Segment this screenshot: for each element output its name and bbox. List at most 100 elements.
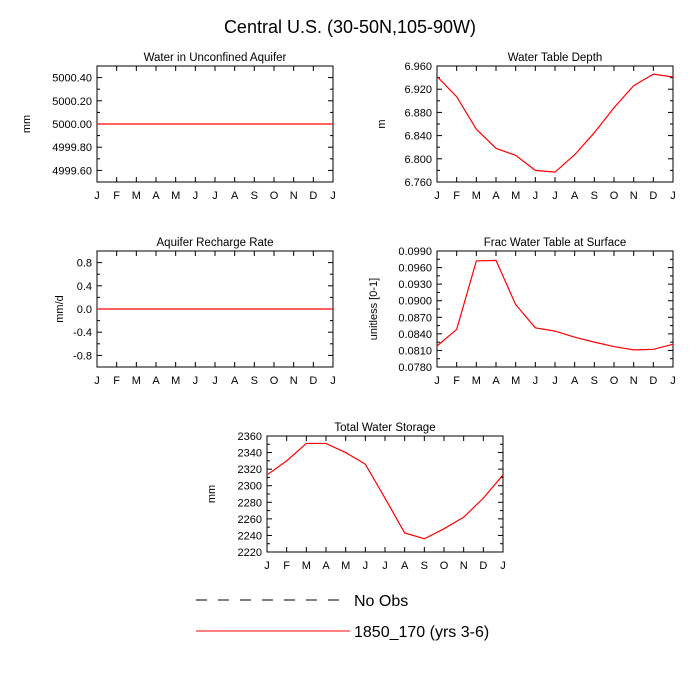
x-tick-label: J (670, 190, 676, 202)
x-tick-label: F (453, 375, 460, 387)
x-tick-label: F (113, 375, 120, 387)
y-tick-label: -0.8 (73, 350, 92, 362)
x-tick-label: S (591, 375, 598, 387)
x-tick-label: A (492, 375, 500, 387)
y-tick-label: 0.4 (77, 281, 92, 293)
y-tick-label: 0.0 (77, 304, 92, 316)
panel-title: Aquifer Recharge Rate (157, 237, 274, 249)
x-tick-label: D (649, 375, 657, 387)
x-tick-label: N (290, 375, 298, 387)
y-tick-label: 2280 (238, 497, 262, 509)
x-tick-label: M (302, 560, 311, 572)
x-tick-label: J (533, 190, 539, 202)
x-tick-label: M (472, 375, 481, 387)
x-tick-label: S (421, 560, 428, 572)
x-tick-label: D (479, 560, 487, 572)
x-tick-label: J (382, 560, 388, 572)
legend-label: 1850_170 (yrs 3-6) (354, 624, 489, 641)
x-tick-label: O (270, 375, 279, 387)
x-tick-label: J (94, 190, 100, 202)
y-tick-label: 4999.80 (52, 142, 92, 154)
x-tick-label: O (610, 190, 619, 202)
x-tick-label: M (472, 190, 481, 202)
y-tick-label: 0.0870 (398, 312, 432, 324)
y-tick-label: 6.920 (404, 84, 432, 96)
y-tick-label: 2360 (238, 431, 262, 443)
x-tick-label: J (434, 190, 440, 202)
y-tick-label: 2220 (238, 547, 262, 559)
y-tick-label: 5000.40 (52, 73, 92, 85)
x-tick-label: D (309, 375, 317, 387)
series-line (436, 259, 674, 351)
y-tick-label: 2340 (238, 448, 262, 460)
panel-title: Total Water Storage (334, 422, 435, 434)
x-tick-label: O (610, 375, 619, 387)
x-tick-label: J (193, 190, 199, 202)
y-tick-label: 6.760 (404, 177, 432, 189)
legend-label: No Obs (354, 593, 408, 610)
x-tick-label: M (341, 560, 350, 572)
y-tick-label: 2320 (238, 464, 262, 476)
y-tick-label: 6.800 (404, 154, 432, 166)
x-tick-label: J (552, 190, 558, 202)
x-tick-label: S (251, 190, 258, 202)
panel-title: Water in Unconfined Aquifer (144, 52, 287, 64)
x-tick-label: F (283, 560, 290, 572)
x-tick-label: D (649, 190, 657, 202)
y-tick-label: 0.0810 (398, 345, 432, 357)
x-tick-label: A (231, 375, 239, 387)
y-axis-label: mm (206, 485, 218, 503)
x-tick-label: J (212, 190, 218, 202)
x-tick-label: J (94, 375, 100, 387)
x-tick-label: A (152, 375, 160, 387)
y-tick-label: 2260 (238, 514, 262, 526)
x-tick-label: J (434, 375, 440, 387)
y-axis-label: unitless [0-1] (368, 278, 380, 340)
x-tick-label: N (290, 190, 298, 202)
x-tick-label: J (500, 560, 506, 572)
x-tick-label: J (552, 375, 558, 387)
legend-entry: No Obs (196, 593, 408, 610)
x-tick-label: S (591, 190, 598, 202)
legend-entry: 1850_170 (yrs 3-6) (196, 624, 489, 641)
y-tick-label: 6.880 (404, 107, 432, 119)
y-tick-label: 0.0930 (398, 279, 432, 291)
x-tick-label: O (270, 190, 279, 202)
plot-frame (266, 435, 504, 553)
x-tick-label: M (171, 190, 180, 202)
series-line (436, 73, 674, 173)
y-tick-label: 0.0990 (398, 246, 432, 258)
x-tick-label: N (630, 190, 638, 202)
x-tick-label: A (322, 560, 330, 572)
y-tick-label: 0.0960 (398, 263, 432, 275)
x-tick-label: J (264, 560, 270, 572)
x-tick-label: S (251, 375, 258, 387)
y-tick-label: 2240 (238, 530, 262, 542)
y-tick-label: 0.0900 (398, 296, 432, 308)
figure-title: Central U.S. (30-50N,105-90W) (224, 17, 476, 37)
x-tick-label: J (193, 375, 199, 387)
y-tick-label: 0.0780 (398, 362, 432, 374)
y-tick-label: 0.8 (77, 258, 92, 270)
x-tick-label: J (212, 375, 218, 387)
y-tick-label: 6.960 (404, 61, 432, 73)
y-tick-label: -0.4 (73, 327, 92, 339)
x-tick-label: M (511, 190, 520, 202)
x-tick-label: A (231, 190, 239, 202)
x-tick-label: A (492, 190, 500, 202)
x-tick-label: O (440, 560, 449, 572)
panel-title: Water Table Depth (508, 52, 603, 64)
x-tick-label: F (113, 190, 120, 202)
x-tick-label: N (460, 560, 468, 572)
panel-title: Frac Water Table at Surface (484, 237, 627, 249)
y-axis-label: mm (21, 115, 33, 133)
x-tick-label: J (363, 560, 369, 572)
y-tick-label: 0.0840 (398, 329, 432, 341)
x-tick-label: M (171, 375, 180, 387)
